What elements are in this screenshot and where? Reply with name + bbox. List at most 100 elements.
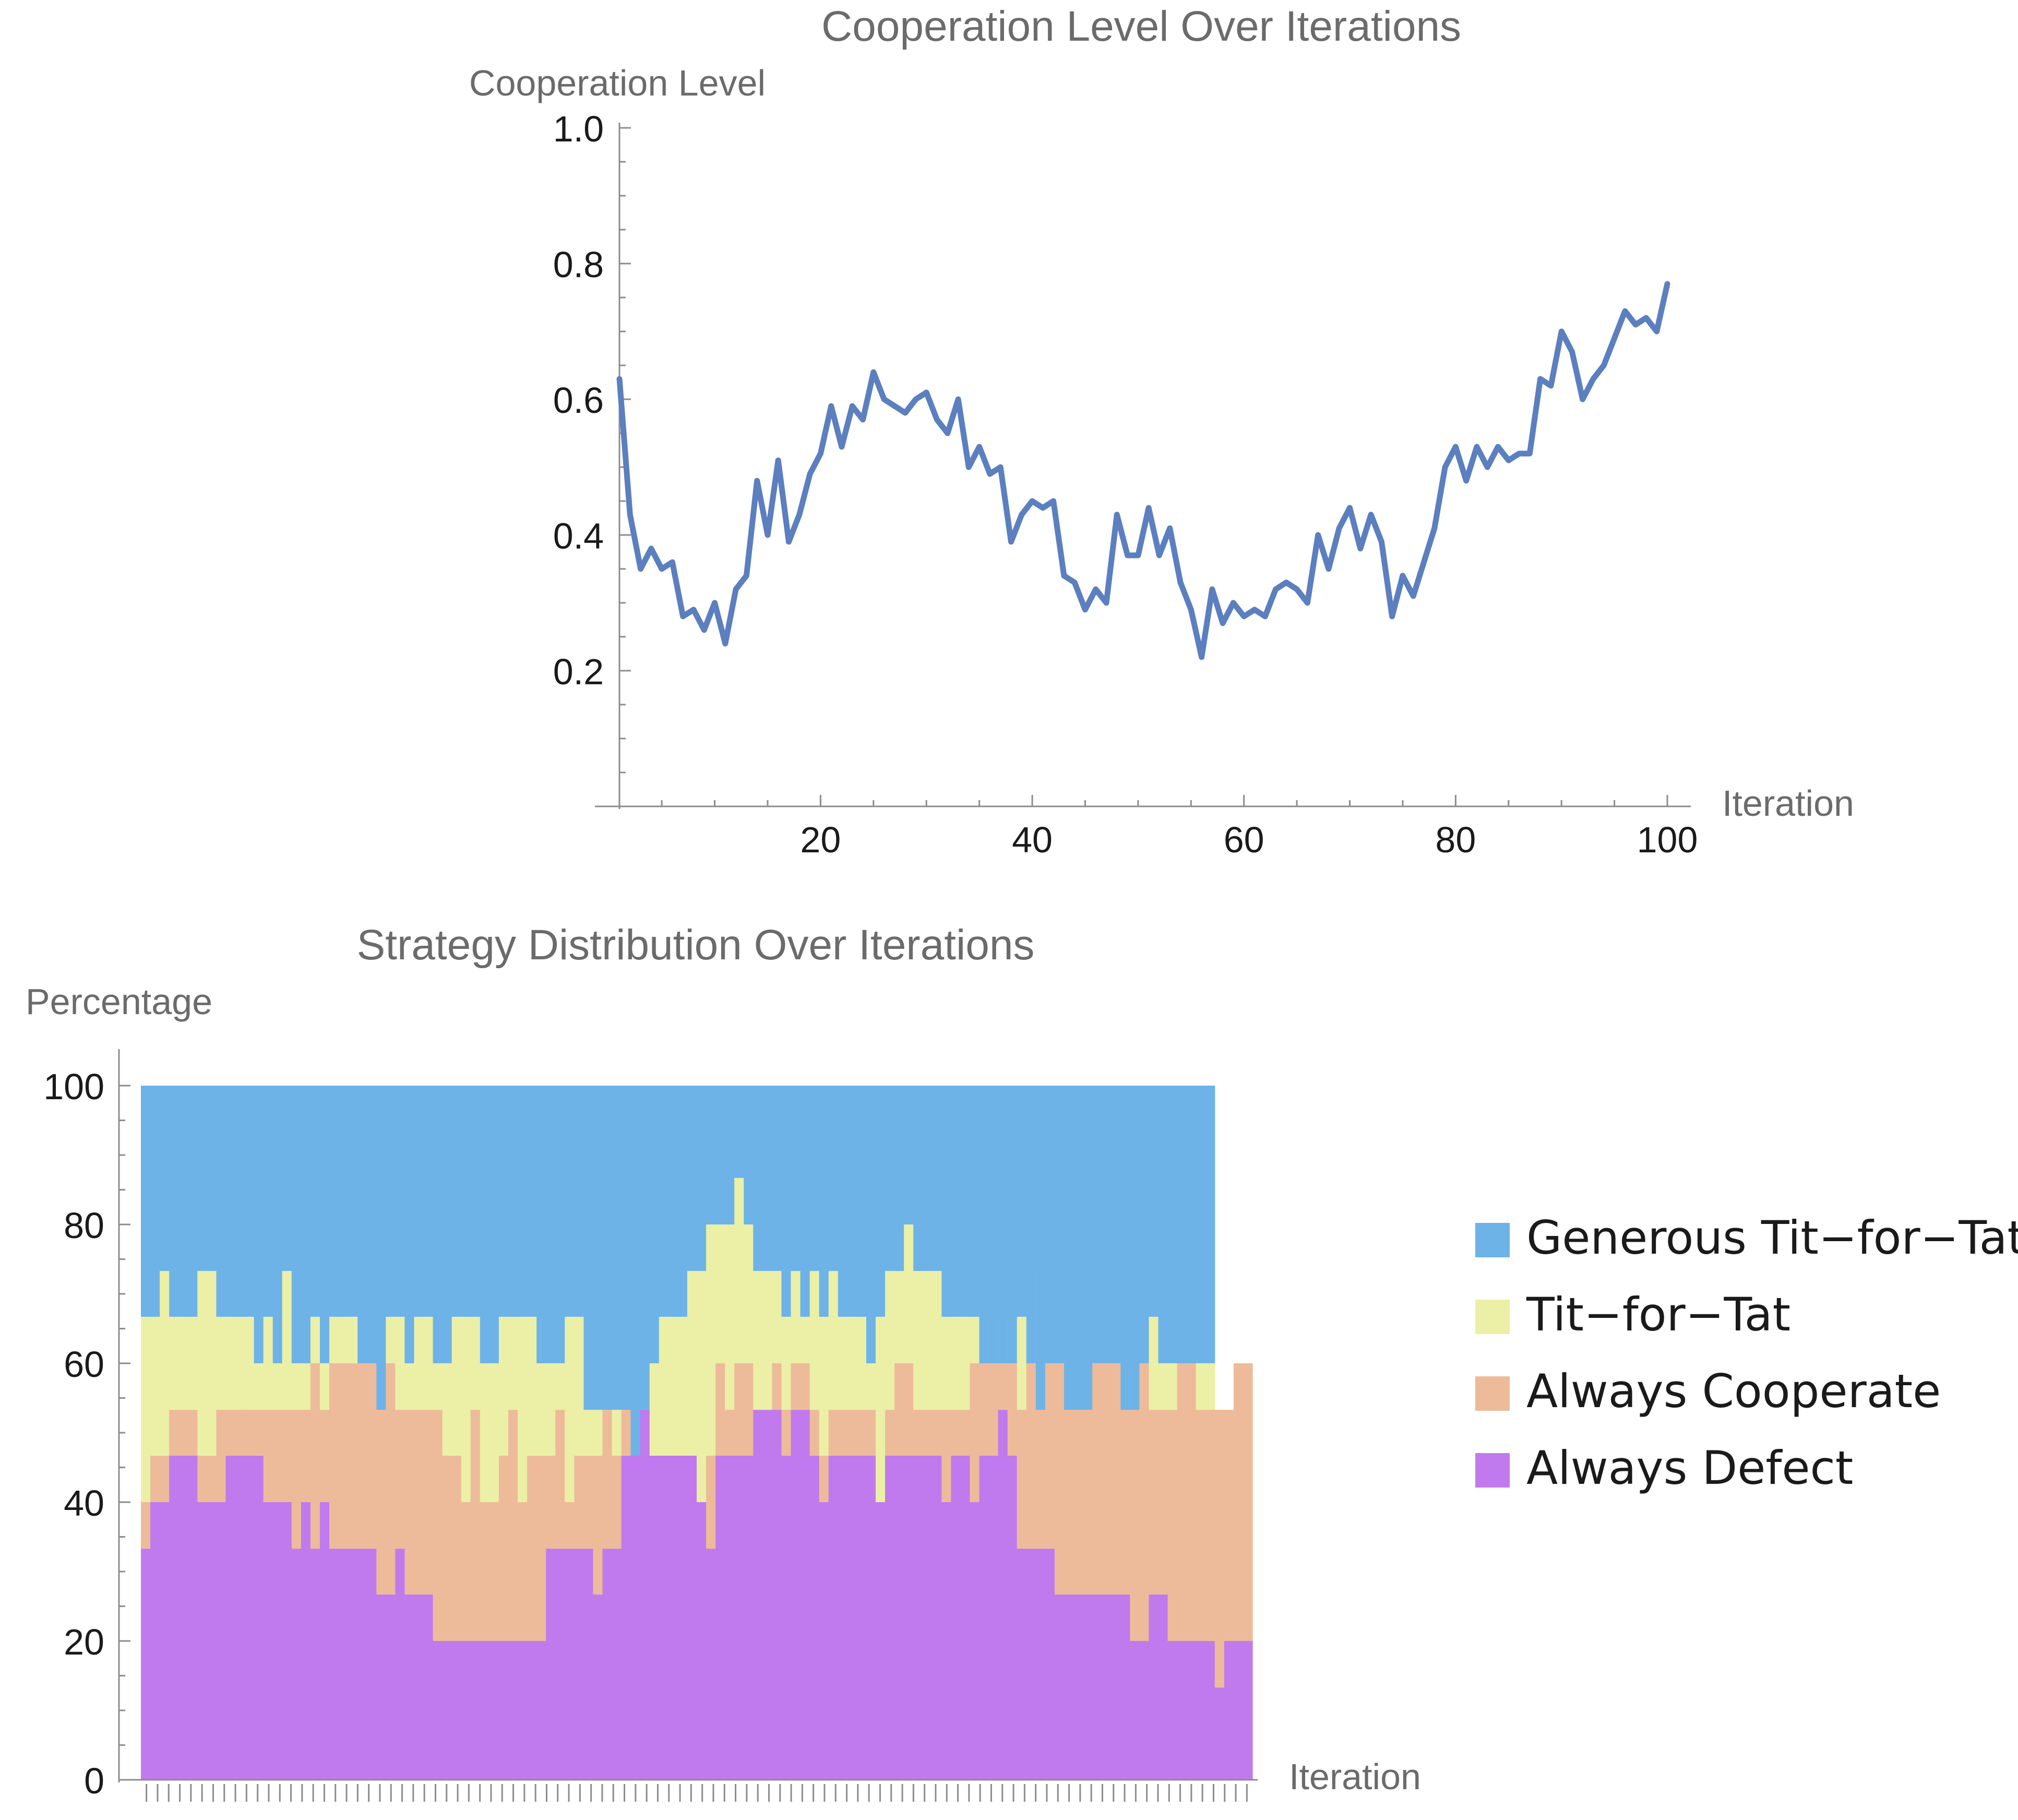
bar-segment-always-cooperate — [847, 1410, 857, 1456]
bar-segment-always-cooperate — [1092, 1363, 1102, 1595]
bar-segment-always-cooperate — [932, 1410, 942, 1456]
bar-segment-generous-tit-for-tat — [800, 1086, 810, 1317]
bar-segment-always-cooperate — [508, 1410, 518, 1641]
bar-segment-tit-for-tat — [583, 1410, 594, 1456]
bar-segment-generous-tit-for-tat — [659, 1086, 669, 1317]
bar-segment-tit-for-tat — [856, 1316, 867, 1410]
bar-segment-always-cooperate — [480, 1502, 490, 1641]
bar-segment-tit-for-tat — [263, 1316, 273, 1410]
bar-segment-tit-for-tat — [819, 1316, 829, 1456]
bar-segment-always-cooperate — [1054, 1363, 1065, 1595]
bar-segment-generous-tit-for-tat — [725, 1086, 735, 1224]
bar-segment-always-cooperate — [150, 1455, 160, 1502]
bar-segment-generous-tit-for-tat — [1102, 1086, 1112, 1363]
bar-segment-always-cooperate — [838, 1410, 848, 1456]
bar-segment-always-defect — [141, 1549, 151, 1780]
bar-segment-generous-tit-for-tat — [1035, 1086, 1046, 1410]
bar-segment-tit-for-tat — [244, 1316, 255, 1410]
bar-segment-generous-tit-for-tat — [828, 1086, 839, 1271]
bar-segment-generous-tit-for-tat — [979, 1086, 989, 1363]
bar-segment-tit-for-tat — [282, 1271, 292, 1410]
bar-segment-generous-tit-for-tat — [339, 1086, 349, 1317]
bar-segment-always-defect — [216, 1502, 226, 1780]
stacked-chart-y-label: Percentage — [26, 981, 212, 1022]
bar-segment-generous-tit-for-tat — [734, 1086, 744, 1178]
cooperation-level-line — [616, 281, 1670, 660]
bar-segment-always-defect — [828, 1455, 839, 1780]
stacked-chart-title: Strategy Distribution Over Iterations — [357, 921, 1035, 969]
bar-segment-always-defect — [518, 1641, 528, 1780]
bar-segment-always-defect — [386, 1594, 396, 1780]
bar-segment-always-cooperate — [291, 1410, 302, 1549]
bar-segment-always-defect — [583, 1549, 594, 1780]
bar-segment-tit-for-tat — [687, 1271, 697, 1456]
bar-segment-tit-for-tat — [697, 1271, 707, 1502]
bar-segment-always-defect — [753, 1410, 763, 1780]
bar-segment-always-defect — [847, 1455, 857, 1780]
bar-segment-always-defect — [348, 1549, 358, 1780]
bar-segment-tit-for-tat — [291, 1363, 302, 1410]
bar-segment-tit-for-tat — [649, 1363, 660, 1456]
bar-segment-generous-tit-for-tat — [565, 1086, 575, 1317]
stacked-chart-y-tick-label: 0 — [84, 1760, 104, 1801]
bar-segment-tit-for-tat — [433, 1363, 443, 1410]
bar-segment-always-cooperate — [800, 1363, 810, 1410]
bar-segment-tit-for-tat — [791, 1271, 801, 1363]
bar-segment-generous-tit-for-tat — [762, 1086, 773, 1271]
bar-segment-tit-for-tat — [235, 1316, 245, 1410]
line-chart: Cooperation Level Over Iterations Cooper… — [469, 3, 1854, 860]
bar-segment-always-defect — [508, 1641, 518, 1780]
bar-segment-generous-tit-for-tat — [706, 1086, 716, 1224]
bar-segment-always-cooperate — [715, 1363, 725, 1456]
bar-segment-generous-tit-for-tat — [1130, 1086, 1140, 1410]
bar-segment-always-cooperate — [169, 1410, 179, 1456]
bar-segment-generous-tit-for-tat — [310, 1086, 320, 1317]
bar-segment-always-cooperate — [272, 1410, 283, 1502]
bar-segment-always-cooperate — [1186, 1363, 1197, 1641]
bar-segment-generous-tit-for-tat — [791, 1086, 801, 1271]
bar-segment-tit-for-tat — [423, 1316, 434, 1410]
legend-item-generous-tit-for-tat: Generous Tit−for−Tat — [1475, 1211, 2018, 1265]
bar-segment-always-cooperate — [178, 1410, 188, 1456]
bar-segment-generous-tit-for-tat — [621, 1086, 631, 1410]
bar-segment-tit-for-tat — [216, 1316, 226, 1410]
bar-segment-generous-tit-for-tat — [1092, 1086, 1102, 1363]
bar-segment-always-cooperate — [725, 1410, 735, 1456]
bar-segment-generous-tit-for-tat — [612, 1086, 622, 1410]
bar-segment-always-defect — [809, 1455, 820, 1780]
stacked-chart-y-ticks: 0 20 40 60 80 100 — [43, 1066, 130, 1801]
bar-segment-generous-tit-for-tat — [272, 1086, 283, 1363]
bar-segment-always-cooperate — [216, 1410, 226, 1502]
bar-segment-always-cooperate — [451, 1455, 462, 1641]
bar-segment-tit-for-tat — [508, 1316, 518, 1410]
bar-segment-tit-for-tat — [960, 1316, 971, 1410]
bar-segment-always-defect — [1026, 1549, 1036, 1780]
bar-segment-generous-tit-for-tat — [216, 1086, 226, 1317]
bar-segment-always-defect — [310, 1549, 320, 1780]
bar-segment-always-defect — [461, 1641, 471, 1780]
bar-segment-generous-tit-for-tat — [348, 1086, 358, 1317]
bar-segment-generous-tit-for-tat — [630, 1086, 641, 1456]
bar-segment-tit-for-tat — [1167, 1363, 1178, 1410]
bar-segment-tit-for-tat — [565, 1316, 575, 1502]
bar-segment-generous-tit-for-tat — [319, 1086, 330, 1363]
bar-segment-always-cooperate — [1158, 1410, 1168, 1595]
bar-segment-generous-tit-for-tat — [1205, 1086, 1215, 1363]
line-chart-x-label: Iteration — [1722, 783, 1854, 824]
bar-segment-always-cooperate — [1196, 1410, 1206, 1641]
bar-segment-always-cooperate — [386, 1363, 396, 1595]
bar-segment-always-defect — [819, 1502, 829, 1780]
bar-segment-tit-for-tat — [498, 1316, 509, 1456]
bar-segment-generous-tit-for-tat — [687, 1086, 697, 1271]
bar-segment-always-defect — [536, 1641, 546, 1780]
bar-segment-generous-tit-for-tat — [423, 1086, 434, 1317]
bar-segment-always-cooperate — [367, 1363, 377, 1549]
bar-segment-tit-for-tat — [809, 1271, 820, 1410]
bar-segment-always-cooperate — [781, 1410, 792, 1456]
bar-segment-generous-tit-for-tat — [301, 1086, 311, 1363]
bar-segment-always-cooperate — [339, 1363, 349, 1549]
bar-segment-always-defect — [791, 1410, 801, 1780]
bar-segment-tit-for-tat — [875, 1316, 886, 1502]
bar-segment-generous-tit-for-tat — [169, 1086, 179, 1317]
line-chart-y-label: Cooperation Level — [469, 63, 766, 103]
